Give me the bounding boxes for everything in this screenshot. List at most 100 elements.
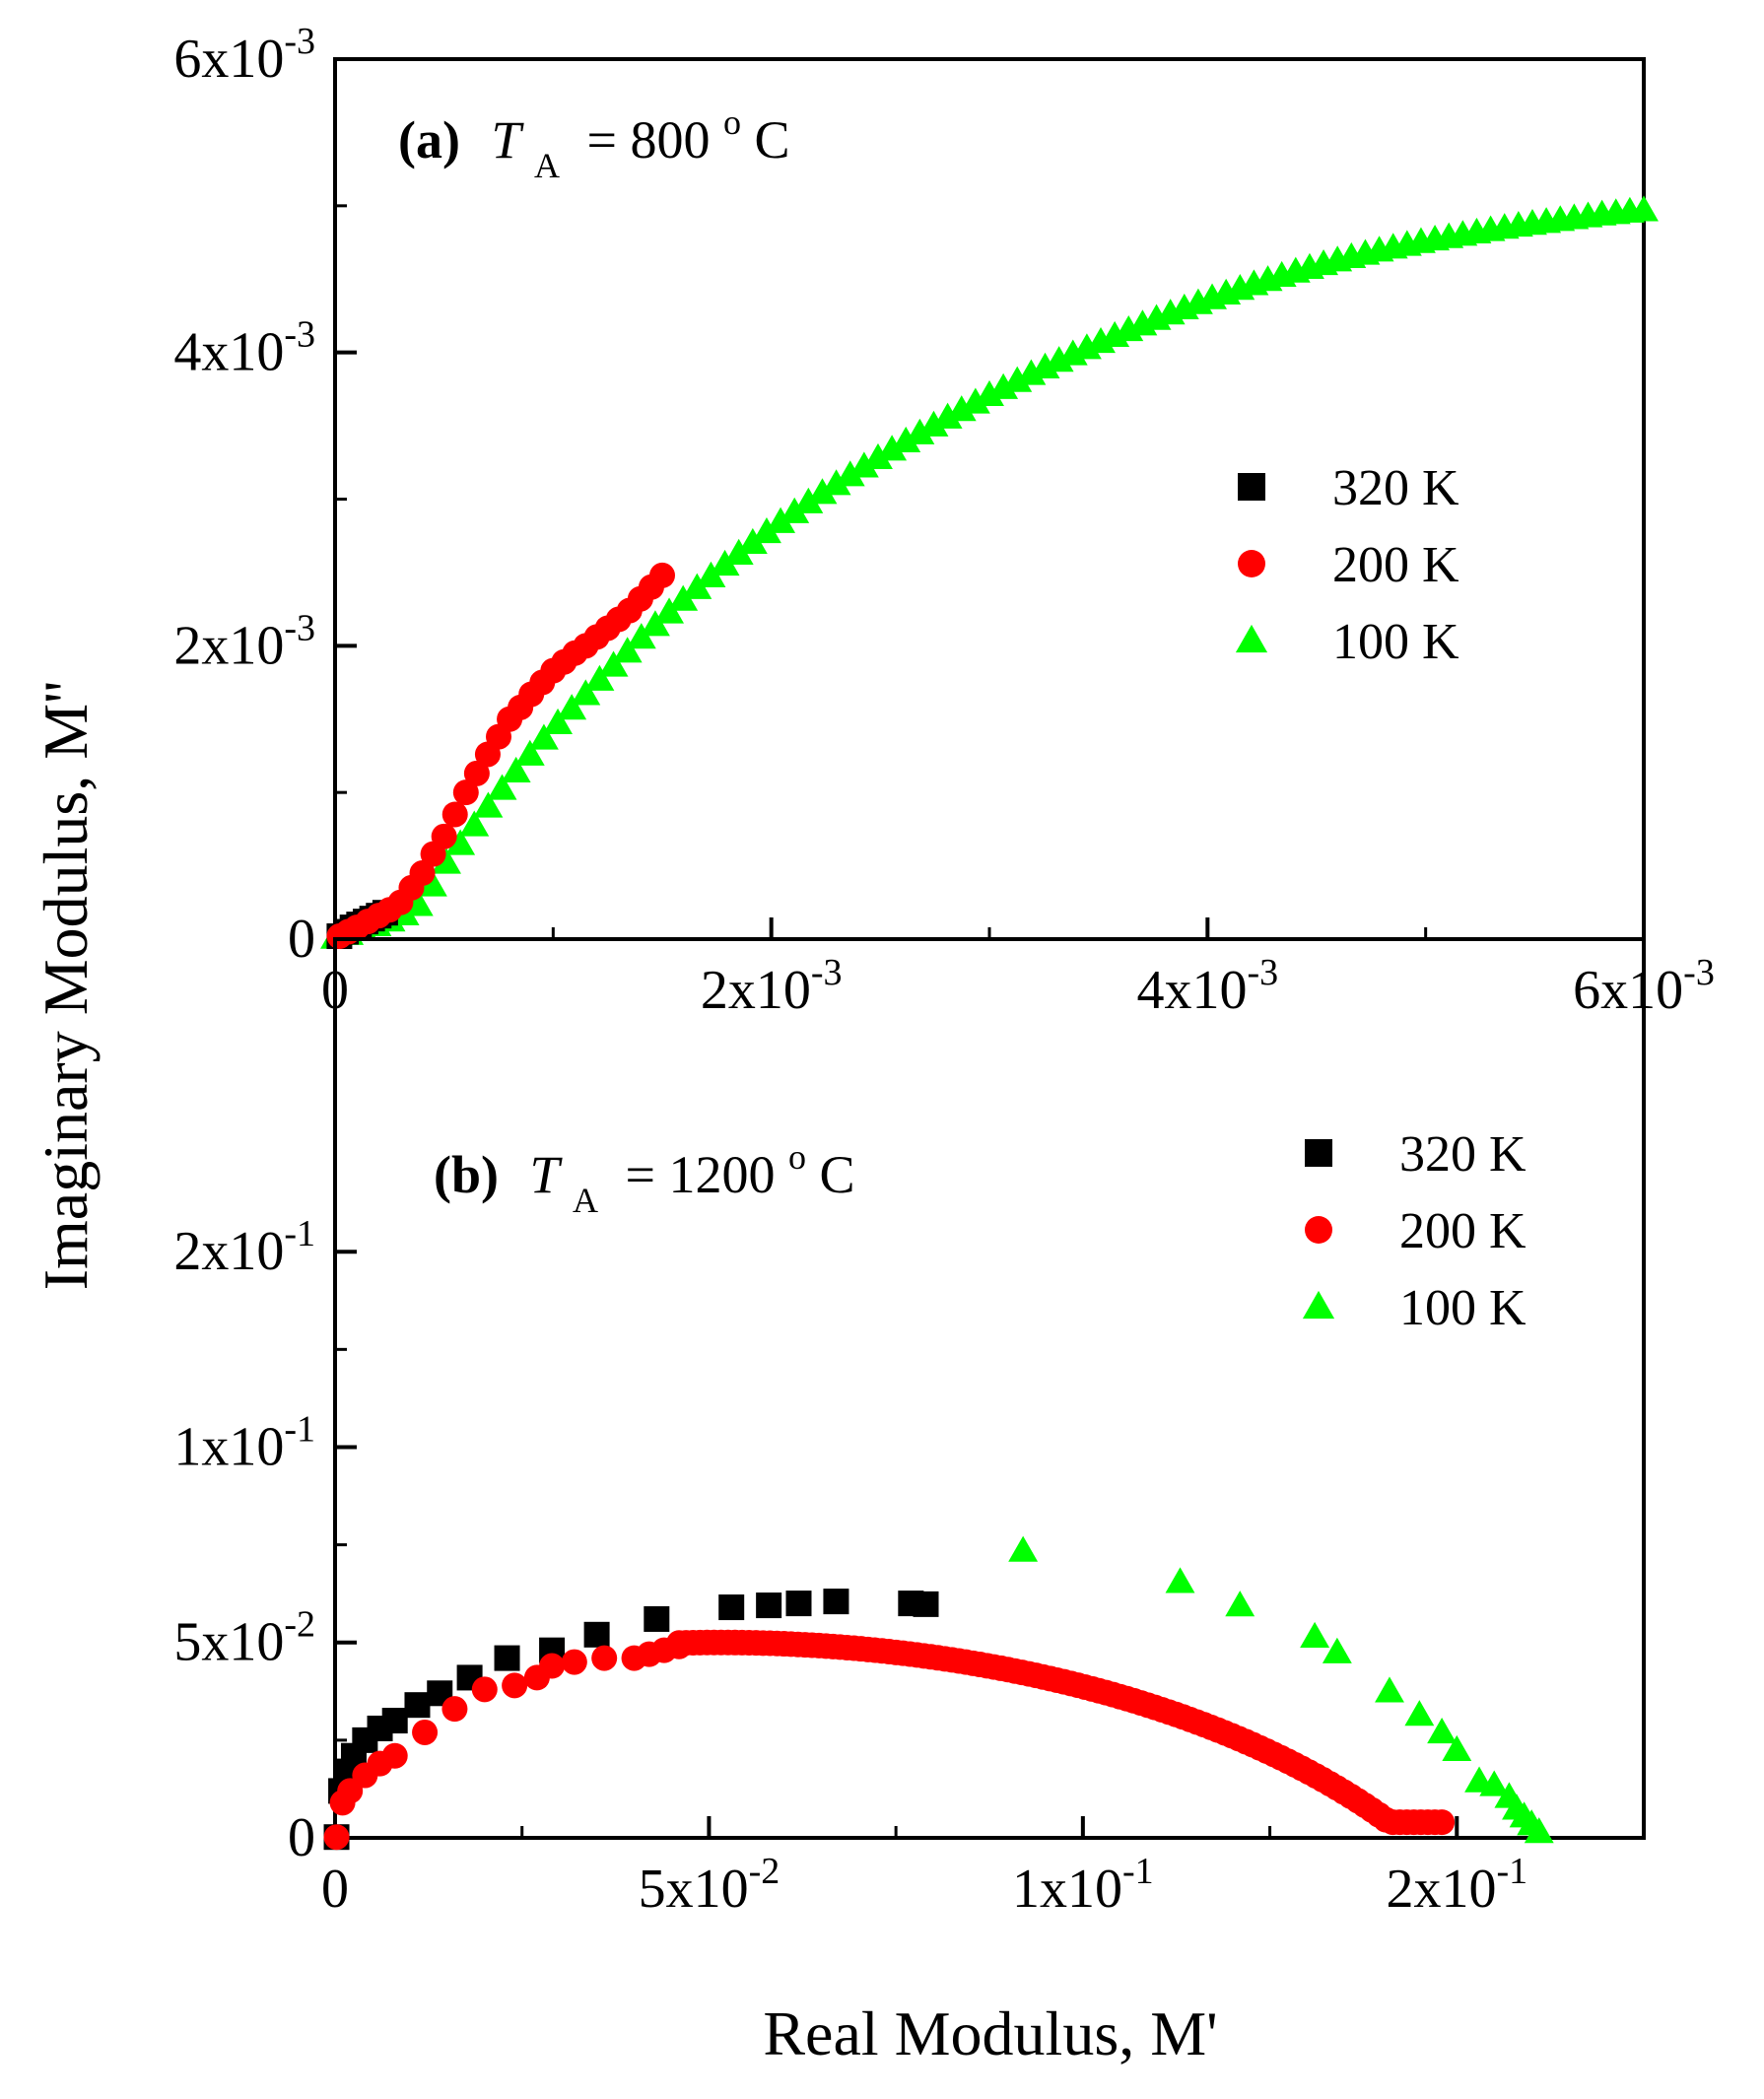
x-tick-label-b-0: 0 <box>321 1859 349 1920</box>
y-tick-label-exp-b-1: -2 <box>284 1604 315 1646</box>
legend-label-b-1: 200 K <box>1399 1203 1527 1259</box>
panel-b-var: T <box>530 1145 564 1204</box>
point-b-320K-19 <box>913 1591 939 1617</box>
point-b-100K-0 <box>1008 1535 1039 1562</box>
point-a-100K-45 <box>946 395 977 422</box>
point-a-100K-50 <box>1016 359 1047 385</box>
y-tick-label-base-b-1: 5x10 <box>173 1612 284 1673</box>
point-b-320K-6 <box>381 1708 408 1734</box>
x-tick-label-exp-b-2: -1 <box>1122 1851 1154 1892</box>
point-a-100K-18 <box>571 679 601 706</box>
y-tick-label-a-3: 6x10-3 <box>173 21 315 90</box>
point-b-100K-6 <box>1404 1700 1435 1727</box>
point-a-100K-47 <box>975 379 1004 407</box>
y-tick-label-b-1: 5x10-2 <box>173 1604 315 1673</box>
point-a-100K-46 <box>960 387 990 414</box>
y-tick-label-exp-a-1: -3 <box>284 607 315 648</box>
plot-frame-b <box>333 937 1646 1840</box>
point-a-200K-10 <box>431 823 457 849</box>
point-b-320K-17 <box>823 1589 849 1615</box>
panel-b-deg: o <box>788 1137 806 1177</box>
point-a-100K-30 <box>737 527 768 555</box>
point-a-100K-48 <box>988 372 1019 399</box>
point-b-320K-14 <box>718 1594 745 1621</box>
point-a-100K-17 <box>557 694 587 720</box>
series-b-200K <box>323 1633 693 1851</box>
point-b-100K-7 <box>1427 1717 1458 1744</box>
point-a-100K-28 <box>710 549 740 576</box>
point-a-100K-10 <box>459 810 490 837</box>
legend-marker-a-2 <box>1235 624 1268 653</box>
point-a-100K-14 <box>514 739 545 766</box>
point-b-320K-10 <box>494 1645 520 1671</box>
panel-a-label: (a) <box>398 110 460 169</box>
point-b-100K-5 <box>1375 1676 1404 1703</box>
x-tick-label-exp-b-1: -2 <box>749 1851 780 1892</box>
point-b-200K-12 <box>561 1649 587 1675</box>
point-a-100K-29 <box>723 538 754 565</box>
point-a-100K-40 <box>877 435 908 461</box>
panel-a-eq: = 800 <box>587 110 711 169</box>
panel-b-annotation: (b) T A = 1200 o C <box>434 1121 855 1224</box>
y-tick-label-base-a-1: 2x10 <box>173 615 284 676</box>
point-a-100K-35 <box>807 478 838 505</box>
point-b-200K-5 <box>381 1742 408 1769</box>
panel-a-unit: C <box>754 110 789 169</box>
panel-b-sub: A <box>573 1181 598 1220</box>
point-b-200K-9 <box>502 1672 528 1699</box>
point-a-100K-51 <box>1030 352 1060 378</box>
point-b-320K-12 <box>583 1621 610 1648</box>
x-tick-label-base-a-2: 4x10 <box>1137 960 1248 1021</box>
point-a-100K-49 <box>1002 366 1033 392</box>
point-a-200K-11 <box>441 801 468 828</box>
x-tick-label-exp-a-2: -3 <box>1248 952 1279 993</box>
x-tick-label-exp-a-3: -3 <box>1683 952 1715 993</box>
x-tick-label-a-2: 4x10-3 <box>1137 952 1279 1021</box>
point-a-100K-21 <box>612 637 643 663</box>
point-b-100K-10 <box>1479 1770 1510 1796</box>
legend-marker-a-0 <box>1238 473 1265 501</box>
panel-b-eq: = 1200 <box>626 1145 776 1204</box>
point-a-100K-41 <box>891 426 921 453</box>
point-b-200K-0 <box>323 1824 350 1851</box>
y-tick-label-base-b-0: 0 <box>288 1807 315 1868</box>
y-tick-label-exp-b-3: -1 <box>284 1213 315 1254</box>
x-tick-label-base-a-3: 6x10 <box>1573 960 1683 1021</box>
point-b-200K-11 <box>539 1653 566 1679</box>
point-b-200K-8 <box>471 1676 498 1703</box>
point-a-100K-44 <box>932 402 963 429</box>
x-tick-label-base-b-0: 0 <box>321 1859 349 1920</box>
point-a-200K-13 <box>463 760 490 786</box>
point-a-100K-31 <box>752 516 781 544</box>
point-a-100K-94 <box>1629 195 1659 222</box>
point-a-100K-39 <box>863 442 893 469</box>
y-tick-label-b-2: 1x10-1 <box>173 1408 315 1477</box>
y-tick-label-a-2: 4x10-3 <box>173 314 315 383</box>
y-tick-label-exp-a-3: -3 <box>284 21 315 62</box>
legend-label-b-0: 320 K <box>1399 1126 1527 1183</box>
point-a-100K-15 <box>528 723 559 750</box>
x-tick-label-b-2: 1x10-1 <box>1012 1851 1154 1920</box>
point-a-100K-13 <box>501 756 531 783</box>
point-b-100K-3 <box>1300 1621 1330 1649</box>
series-a-100K <box>320 195 1659 949</box>
point-a-100K-33 <box>780 497 810 523</box>
y-tick-label-base-a-3: 6x10 <box>173 29 284 90</box>
x-tick-label-b-1: 5x10-2 <box>639 1851 780 1920</box>
point-a-200K-12 <box>452 779 479 806</box>
series-b-200K <box>666 1629 1456 1836</box>
y-tick-label-b-3: 2x10-1 <box>173 1213 315 1282</box>
panel-a-var: T <box>491 110 524 169</box>
x-tick-label-exp-a-1: -3 <box>811 952 843 993</box>
x-tick-label-b-3: 2x10-1 <box>1386 1851 1527 1920</box>
y-tick-label-b-0: 0 <box>288 1807 315 1868</box>
series-a-200K <box>326 562 675 950</box>
x-tick-label-a-3: 6x10-3 <box>1573 952 1715 1021</box>
legend-label-a-2: 100 K <box>1332 614 1459 670</box>
panel-a-deg: o <box>723 102 741 142</box>
y-tick-label-base-a-0: 0 <box>288 909 315 970</box>
point-a-100K-32 <box>766 507 796 533</box>
y-tick-label-a-1: 2x10-3 <box>173 607 315 676</box>
